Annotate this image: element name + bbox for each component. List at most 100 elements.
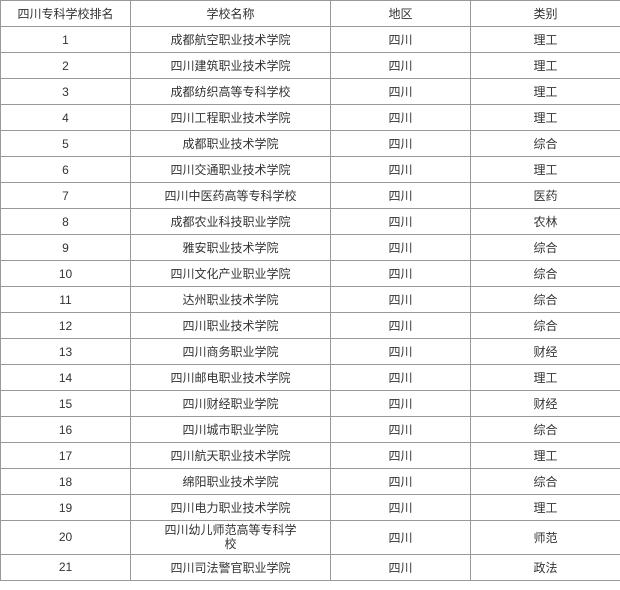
table-row: 2四川建筑职业技术学院四川理工 [1, 53, 620, 79]
table-row: 19四川电力职业技术学院四川理工 [1, 495, 620, 521]
ranking-table: 四川专科学校排名 学校名称 地区 类别 1成都航空职业技术学院四川理工2四川建筑… [0, 0, 620, 581]
cell-rank: 18 [1, 469, 131, 495]
table-row: 21四川司法警官职业学院四川政法 [1, 554, 620, 580]
cell-rank: 13 [1, 339, 131, 365]
table-row: 9雅安职业技术学院四川综合 [1, 235, 620, 261]
table-row: 4四川工程职业技术学院四川理工 [1, 105, 620, 131]
cell-category: 理工 [471, 53, 620, 79]
cell-name: 四川财经职业学院 [131, 391, 331, 417]
cell-name: 绵阳职业技术学院 [131, 469, 331, 495]
cell-category: 理工 [471, 79, 620, 105]
table-row: 17四川航天职业技术学院四川理工 [1, 443, 620, 469]
header-rank: 四川专科学校排名 [1, 1, 131, 27]
cell-name: 四川工程职业技术学院 [131, 105, 331, 131]
table-row: 11达州职业技术学院四川综合 [1, 287, 620, 313]
cell-category: 综合 [471, 287, 620, 313]
cell-category: 政法 [471, 554, 620, 580]
cell-rank: 1 [1, 27, 131, 53]
cell-category: 综合 [471, 469, 620, 495]
cell-rank: 11 [1, 287, 131, 313]
cell-category: 综合 [471, 261, 620, 287]
cell-region: 四川 [331, 495, 471, 521]
cell-rank: 14 [1, 365, 131, 391]
cell-category: 综合 [471, 235, 620, 261]
cell-category: 理工 [471, 27, 620, 53]
cell-category: 财经 [471, 339, 620, 365]
cell-category: 理工 [471, 443, 620, 469]
cell-category: 综合 [471, 131, 620, 157]
table-row: 15四川财经职业学院四川财经 [1, 391, 620, 417]
table-row: 1成都航空职业技术学院四川理工 [1, 27, 620, 53]
cell-region: 四川 [331, 105, 471, 131]
cell-name: 四川交通职业技术学院 [131, 157, 331, 183]
cell-rank: 9 [1, 235, 131, 261]
table-row: 3成都纺织高等专科学校四川理工 [1, 79, 620, 105]
cell-rank: 3 [1, 79, 131, 105]
header-region: 地区 [331, 1, 471, 27]
cell-region: 四川 [331, 27, 471, 53]
cell-region: 四川 [331, 469, 471, 495]
cell-rank: 7 [1, 183, 131, 209]
cell-region: 四川 [331, 365, 471, 391]
cell-name: 四川商务职业学院 [131, 339, 331, 365]
table-row: 16四川城市职业学院四川综合 [1, 417, 620, 443]
cell-rank: 15 [1, 391, 131, 417]
cell-category: 综合 [471, 313, 620, 339]
cell-region: 四川 [331, 157, 471, 183]
cell-category: 理工 [471, 105, 620, 131]
table-row: 18绵阳职业技术学院四川综合 [1, 469, 620, 495]
cell-name: 成都航空职业技术学院 [131, 27, 331, 53]
cell-name: 四川中医药高等专科学校 [131, 183, 331, 209]
table-row: 14四川邮电职业技术学院四川理工 [1, 365, 620, 391]
cell-region: 四川 [331, 554, 471, 580]
cell-name: 四川建筑职业技术学院 [131, 53, 331, 79]
cell-category: 综合 [471, 417, 620, 443]
table-body: 1成都航空职业技术学院四川理工2四川建筑职业技术学院四川理工3成都纺织高等专科学… [1, 27, 620, 581]
cell-category: 理工 [471, 157, 620, 183]
cell-region: 四川 [331, 313, 471, 339]
table-row: 10四川文化产业职业学院四川综合 [1, 261, 620, 287]
table-row: 6四川交通职业技术学院四川理工 [1, 157, 620, 183]
cell-name: 成都纺织高等专科学校 [131, 79, 331, 105]
header-category: 类别 [471, 1, 620, 27]
cell-name: 达州职业技术学院 [131, 287, 331, 313]
cell-name: 四川电力职业技术学院 [131, 495, 331, 521]
cell-name: 成都农业科技职业学院 [131, 209, 331, 235]
cell-name: 四川职业技术学院 [131, 313, 331, 339]
cell-name: 四川城市职业学院 [131, 417, 331, 443]
cell-rank: 6 [1, 157, 131, 183]
cell-region: 四川 [331, 183, 471, 209]
cell-rank: 2 [1, 53, 131, 79]
cell-region: 四川 [331, 391, 471, 417]
cell-region: 四川 [331, 339, 471, 365]
cell-name: 四川文化产业职业学院 [131, 261, 331, 287]
table-row: 20四川幼儿师范高等专科学校四川师范 [1, 521, 620, 555]
cell-rank: 19 [1, 495, 131, 521]
cell-name: 四川航天职业技术学院 [131, 443, 331, 469]
cell-category: 财经 [471, 391, 620, 417]
table-header: 四川专科学校排名 学校名称 地区 类别 [1, 1, 620, 27]
cell-category: 理工 [471, 365, 620, 391]
cell-name: 四川幼儿师范高等专科学校 [131, 521, 331, 555]
cell-region: 四川 [331, 79, 471, 105]
cell-name: 四川邮电职业技术学院 [131, 365, 331, 391]
cell-region: 四川 [331, 443, 471, 469]
cell-rank: 4 [1, 105, 131, 131]
cell-rank: 8 [1, 209, 131, 235]
cell-rank: 17 [1, 443, 131, 469]
cell-region: 四川 [331, 417, 471, 443]
cell-region: 四川 [331, 131, 471, 157]
table-row: 13四川商务职业学院四川财经 [1, 339, 620, 365]
table-row: 12四川职业技术学院四川综合 [1, 313, 620, 339]
table-row: 5成都职业技术学院四川综合 [1, 131, 620, 157]
cell-region: 四川 [331, 521, 471, 555]
table-row: 8成都农业科技职业学院四川农林 [1, 209, 620, 235]
cell-region: 四川 [331, 209, 471, 235]
cell-name: 四川司法警官职业学院 [131, 554, 331, 580]
cell-region: 四川 [331, 53, 471, 79]
cell-rank: 16 [1, 417, 131, 443]
cell-rank: 10 [1, 261, 131, 287]
cell-rank: 12 [1, 313, 131, 339]
cell-rank: 5 [1, 131, 131, 157]
table-row: 7四川中医药高等专科学校四川医药 [1, 183, 620, 209]
